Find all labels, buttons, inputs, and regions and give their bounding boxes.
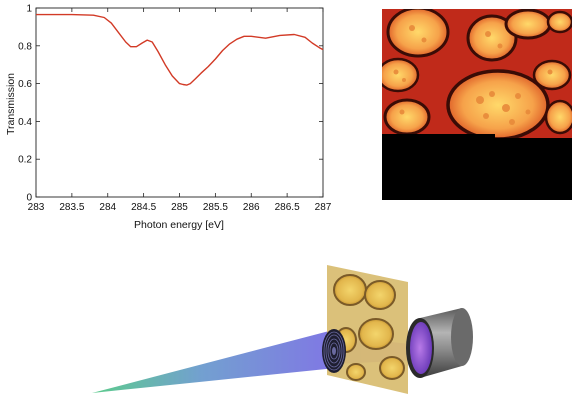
micrograph-image	[382, 9, 572, 200]
micrograph-speckles	[393, 25, 553, 125]
micrograph-cell	[386, 9, 450, 58]
y-tick-label: 0.4	[18, 117, 32, 128]
micrograph-occlusion	[382, 134, 572, 200]
micrograph-cell	[504, 9, 552, 40]
x-tick-label: 287	[315, 202, 332, 213]
y-tick-label: 0.2	[18, 155, 32, 166]
micrograph-cell	[382, 57, 420, 93]
micrograph-cell	[546, 10, 572, 34]
x-tick-label: 284	[99, 202, 116, 213]
micrograph-cell	[446, 69, 550, 141]
x-axis-title: Photon energy [eV]	[134, 219, 224, 231]
y-tick-label: 0.8	[18, 41, 32, 52]
micrograph-cell	[466, 14, 518, 62]
micrograph-cell	[383, 98, 431, 136]
x-tick-label: 286	[243, 202, 260, 213]
y-tick-label: 0.6	[18, 79, 32, 90]
plot-frame	[35, 7, 324, 198]
zone-plate-lens	[322, 329, 346, 373]
x-tick-label: 284.5	[131, 202, 156, 213]
detector-cylinder	[406, 308, 473, 378]
x-axis-ticks: 283 283.5 284 284.5 285 285.5 286 286.5 287	[28, 8, 332, 213]
illumination-cone	[92, 330, 336, 393]
y-axis-title: Transmission	[5, 73, 17, 135]
micrograph-cell	[544, 99, 572, 135]
transmission-chart: 283 283.5 284 284.5 285 285.5 286 286.5 287 0 0.2…	[5, 4, 332, 232]
y-axis-ticks: 0 0.2 0.4 0.6 0.8 1	[18, 4, 323, 204]
x-tick-label: 286.5	[275, 202, 300, 213]
x-tick-label: 285	[171, 202, 188, 213]
transmission-series-line	[36, 13, 324, 86]
x-tick-label: 283	[28, 202, 45, 213]
sample-plane	[327, 265, 408, 394]
x-tick-label: 283.5	[59, 202, 84, 213]
micrograph-cell	[532, 59, 572, 91]
x-tick-label: 285.5	[203, 202, 228, 213]
xray-apparatus-illustration	[92, 265, 473, 394]
y-tick-label: 0	[26, 193, 32, 204]
y-tick-label: 1	[26, 4, 32, 15]
